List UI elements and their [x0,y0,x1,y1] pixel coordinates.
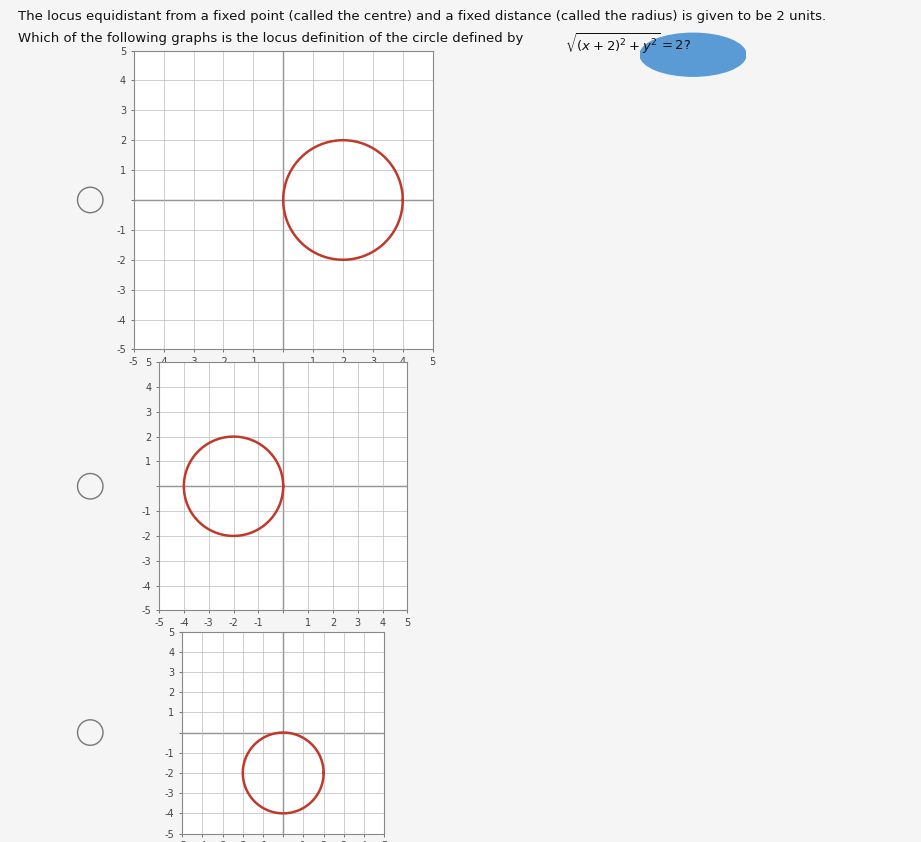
Text: Which of the following graphs is the locus definition of the circle defined by: Which of the following graphs is the loc… [18,32,528,45]
Text: The locus equidistant from a fixed point (called the centre) and a fixed distanc: The locus equidistant from a fixed point… [18,10,826,23]
Text: $\sqrt{(x+2)^2+y^2}=2$?: $\sqrt{(x+2)^2+y^2}=2$? [565,32,691,56]
Ellipse shape [640,33,746,77]
